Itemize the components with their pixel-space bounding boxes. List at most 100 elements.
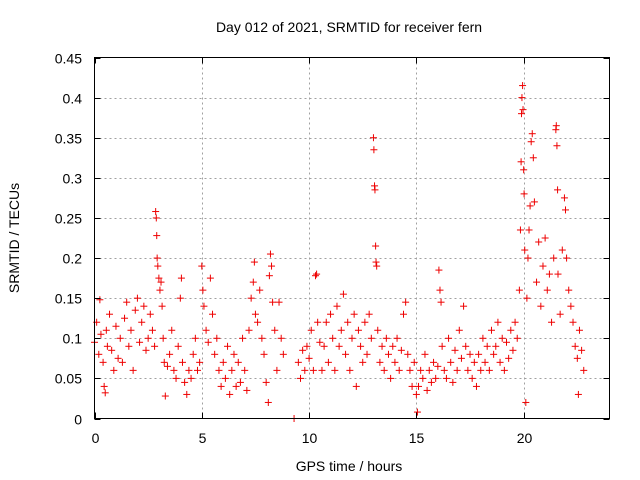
data-point	[316, 338, 324, 346]
x-axis-label: GPS time / hours	[296, 458, 403, 474]
data-point	[518, 94, 526, 102]
data-point	[442, 374, 450, 382]
data-point	[565, 286, 573, 294]
data-point	[528, 130, 536, 138]
x-tick-label: 0	[92, 430, 100, 446]
data-point	[505, 354, 513, 362]
y-tick-label: 0.1	[63, 331, 83, 347]
data-point	[580, 366, 588, 374]
data-point	[245, 326, 253, 334]
data-point	[108, 346, 116, 354]
data-point	[550, 254, 558, 262]
data-point	[520, 166, 528, 174]
data-point	[151, 342, 159, 350]
data-point	[99, 358, 107, 366]
data-point	[519, 106, 527, 114]
data-point	[153, 232, 161, 240]
data-point	[209, 310, 217, 318]
data-point	[264, 398, 272, 406]
data-point	[539, 262, 547, 270]
data-point	[556, 310, 564, 318]
data-point	[548, 318, 556, 326]
data-point	[346, 366, 354, 374]
data-point	[187, 374, 195, 382]
data-point	[234, 358, 242, 366]
data-point	[410, 358, 418, 366]
data-point	[529, 154, 537, 162]
data-point	[163, 362, 171, 370]
data-point	[425, 366, 433, 374]
data-point	[415, 382, 423, 390]
data-point	[161, 392, 169, 400]
data-point	[155, 274, 163, 282]
y-tick-label: 0	[74, 412, 82, 428]
data-point	[202, 326, 210, 334]
data-point	[106, 310, 114, 318]
data-point	[370, 146, 378, 154]
data-point	[123, 298, 131, 306]
data-point	[567, 302, 575, 310]
data-point	[524, 254, 532, 262]
data-point	[266, 250, 274, 258]
data-point	[516, 226, 524, 234]
data-point	[228, 366, 236, 374]
data-point	[412, 390, 420, 398]
data-point	[382, 334, 390, 342]
data-point	[449, 378, 457, 386]
data-point	[309, 366, 317, 374]
data-point	[413, 408, 421, 416]
data-point	[511, 318, 519, 326]
data-point	[462, 342, 470, 350]
data-point	[397, 346, 405, 354]
data-point	[419, 374, 427, 382]
data-point	[523, 294, 531, 302]
data-point	[434, 362, 442, 370]
data-point	[279, 350, 287, 358]
data-point	[337, 326, 345, 334]
data-point	[138, 318, 146, 326]
data-point	[408, 382, 416, 390]
data-point	[350, 310, 358, 318]
data-point	[352, 382, 360, 390]
data-point	[206, 274, 214, 282]
data-point	[307, 326, 315, 334]
data-point	[219, 358, 227, 366]
data-point	[152, 214, 160, 222]
data-point	[472, 382, 480, 390]
data-point	[517, 158, 525, 166]
data-point	[100, 382, 108, 390]
data-point	[157, 278, 165, 286]
data-point	[380, 366, 388, 374]
data-point	[176, 294, 184, 302]
data-point	[527, 138, 535, 146]
data-point	[525, 226, 533, 234]
data-point	[314, 318, 322, 326]
data-point	[496, 358, 504, 366]
data-point	[395, 366, 403, 374]
data-point	[172, 374, 180, 382]
data-point	[174, 342, 182, 350]
data-point	[361, 318, 369, 326]
data-point	[217, 382, 225, 390]
data-point	[389, 342, 397, 350]
data-point	[239, 334, 247, 342]
data-point	[97, 330, 105, 338]
data-point	[479, 334, 487, 342]
data-point	[485, 366, 493, 374]
data-point	[378, 342, 386, 350]
data-point	[500, 366, 508, 374]
data-point	[376, 358, 384, 366]
data-point	[194, 366, 201, 374]
data-point	[159, 334, 167, 342]
data-point	[200, 302, 208, 310]
data-point	[185, 366, 193, 374]
data-point	[384, 350, 392, 358]
data-point	[402, 298, 410, 306]
data-point	[103, 342, 111, 350]
data-point	[490, 350, 498, 358]
data-point	[273, 366, 281, 374]
data-point	[303, 342, 311, 350]
data-point	[196, 358, 204, 366]
data-point	[249, 278, 257, 286]
data-point	[250, 258, 258, 266]
